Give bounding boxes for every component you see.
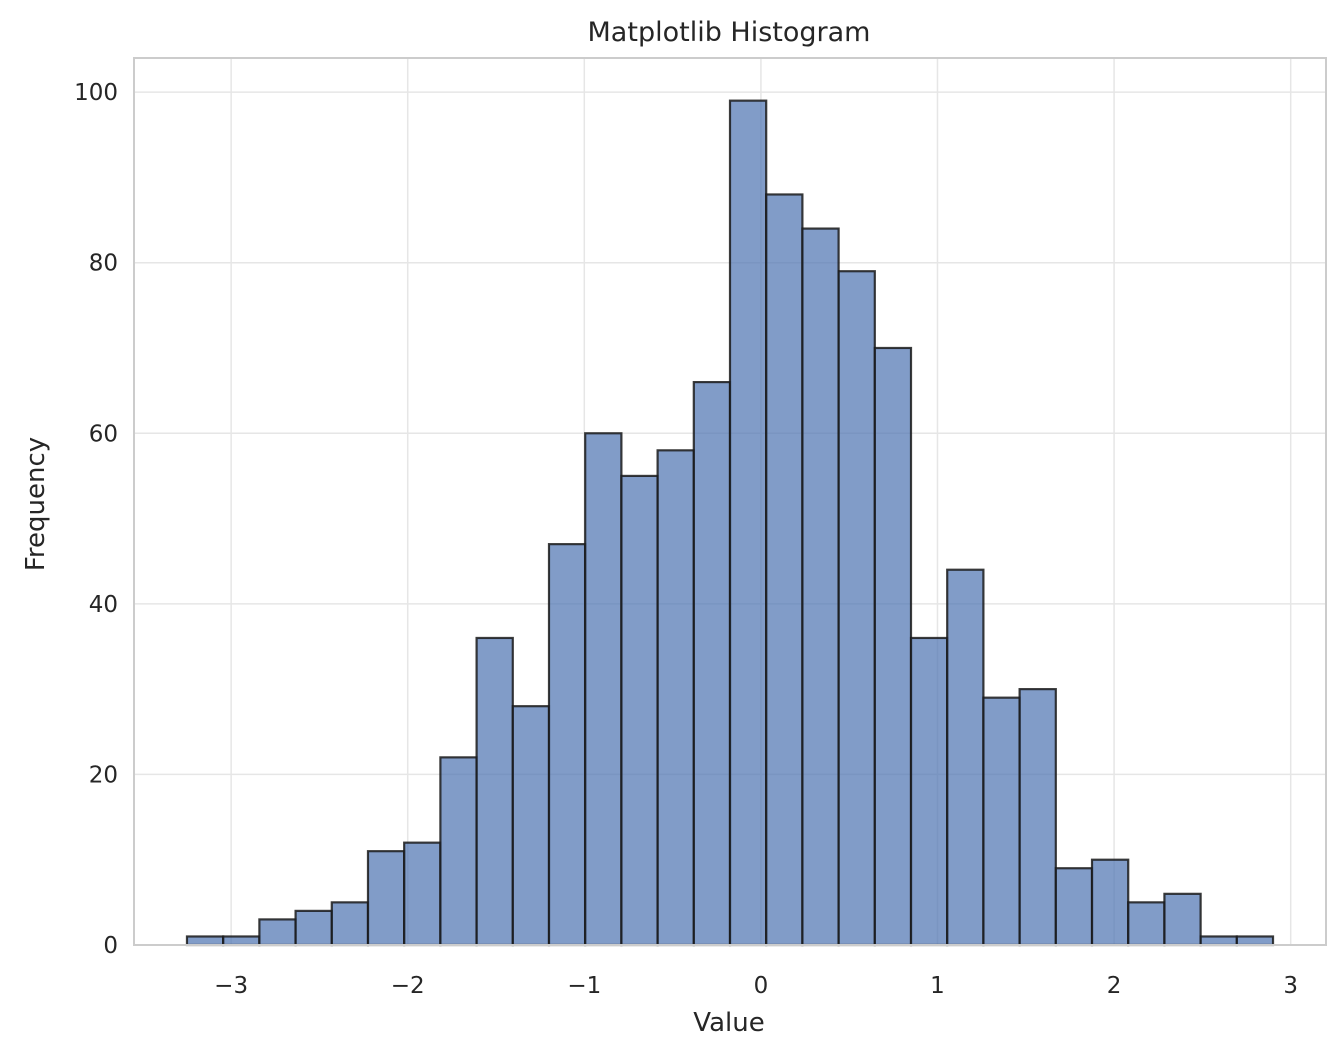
histogram-bar xyxy=(692,380,732,947)
histogram-bar xyxy=(475,636,514,947)
histogram-bar xyxy=(547,543,587,947)
histogram-bar xyxy=(1054,867,1094,947)
histogram-bar xyxy=(1127,901,1166,947)
x-tick-label: −2 xyxy=(391,973,425,999)
histogram-bar xyxy=(1018,688,1057,947)
histogram-bar xyxy=(837,270,876,947)
histogram-bar xyxy=(1199,935,1238,947)
x-axis-title: Value xyxy=(693,1008,764,1038)
histogram-bar xyxy=(1090,858,1130,947)
chart-title: Matplotlib Histogram xyxy=(588,17,871,48)
y-axis-ticks: 0 20 40 60 80 100 xyxy=(74,80,118,959)
histogram-bar xyxy=(765,193,804,947)
histogram-bar xyxy=(330,901,370,947)
x-tick-label: 2 xyxy=(1107,973,1122,999)
histogram-bar xyxy=(403,841,442,947)
y-tick-label: 0 xyxy=(103,933,118,959)
x-tick-label: −1 xyxy=(567,973,601,999)
histogram-bar xyxy=(1163,892,1202,947)
histogram-bar xyxy=(185,935,225,947)
histogram-bar xyxy=(584,432,623,947)
histogram-bar xyxy=(1235,935,1275,947)
histogram-bar xyxy=(258,918,297,947)
x-tick-label: 0 xyxy=(754,973,769,999)
histogram-bar xyxy=(873,346,913,947)
y-tick-label: 40 xyxy=(89,592,118,618)
histogram-bars xyxy=(185,99,1275,947)
histogram-bar xyxy=(366,850,406,947)
y-tick-label: 20 xyxy=(89,762,118,788)
x-tick-label: 1 xyxy=(930,973,945,999)
x-tick-label: −3 xyxy=(214,973,248,999)
histogram-bar xyxy=(909,636,949,947)
histogram-bar xyxy=(620,474,659,947)
x-axis-ticks: −3 −2 −1 0 1 2 3 xyxy=(214,973,1298,999)
y-tick-label: 80 xyxy=(89,251,118,277)
grid-lines xyxy=(134,58,1326,946)
x-tick-label: 3 xyxy=(1283,973,1298,999)
histogram-bar xyxy=(656,449,695,947)
y-axis-title: Frequency xyxy=(21,437,51,571)
histogram-bar xyxy=(801,227,840,947)
histogram-bar xyxy=(222,935,261,947)
y-tick-label: 60 xyxy=(89,421,118,447)
histogram-bar xyxy=(439,756,478,947)
histogram-bar xyxy=(946,568,985,947)
histogram-bar xyxy=(511,705,551,947)
y-tick-label: 100 xyxy=(74,80,118,106)
histogram-bar xyxy=(728,99,768,947)
plot-frame xyxy=(133,57,1327,946)
histogram-bar xyxy=(982,696,1021,947)
histogram-bar xyxy=(294,909,333,947)
